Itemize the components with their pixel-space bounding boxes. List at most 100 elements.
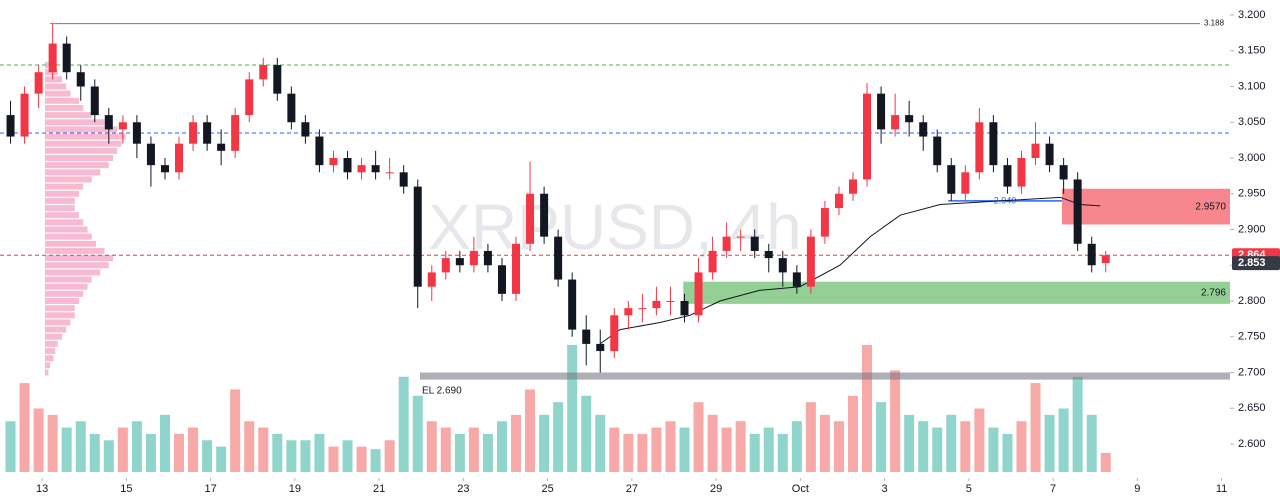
volume-bar bbox=[370, 449, 381, 472]
volume-bar bbox=[595, 414, 606, 472]
volume-bar bbox=[202, 440, 213, 472]
candle-body bbox=[20, 93, 29, 137]
candle-body bbox=[1101, 255, 1110, 264]
volume-bar bbox=[61, 427, 72, 472]
volume-profile-bar bbox=[45, 283, 88, 290]
volume-profile-bar bbox=[45, 90, 71, 97]
volume-profile-bar bbox=[45, 212, 79, 219]
candle-body bbox=[582, 329, 591, 344]
volume-profile-bar bbox=[45, 326, 67, 333]
volume-bar bbox=[511, 414, 522, 472]
candle-body bbox=[1017, 158, 1026, 187]
volume-bar bbox=[904, 414, 915, 472]
volume-bar bbox=[216, 446, 227, 472]
volume-bar bbox=[735, 421, 746, 472]
volume-profile-bar bbox=[45, 97, 79, 104]
volume-profile-bar bbox=[45, 340, 58, 347]
candle-body bbox=[554, 236, 563, 280]
volume-bar bbox=[988, 427, 999, 472]
candle-body bbox=[175, 143, 184, 173]
volume-bar bbox=[833, 421, 844, 472]
volume-profile-bar bbox=[45, 147, 118, 154]
candle-body bbox=[399, 172, 408, 187]
volume-bar bbox=[300, 440, 311, 472]
candle-body bbox=[526, 193, 535, 244]
candle-body bbox=[1087, 243, 1096, 266]
volume-profile-bar bbox=[45, 176, 92, 183]
candle-body bbox=[343, 158, 352, 173]
candle-body bbox=[610, 315, 619, 352]
volume-profile-bar bbox=[45, 369, 49, 376]
volume-bar bbox=[539, 414, 550, 472]
y-tick-label: 3.100 bbox=[1238, 80, 1266, 92]
volume-profile-bar bbox=[45, 183, 84, 190]
candle-body bbox=[469, 250, 478, 266]
candle-body bbox=[680, 301, 689, 316]
candle-body bbox=[385, 172, 394, 174]
volume-bar bbox=[1058, 408, 1069, 472]
volume-bar bbox=[244, 421, 255, 472]
volume-profile-bar bbox=[45, 355, 54, 362]
volume-bar bbox=[117, 427, 128, 472]
y-tick-label: 2.800 bbox=[1238, 295, 1266, 307]
volume-bar bbox=[960, 421, 971, 472]
candle-body bbox=[806, 236, 815, 287]
candle-body bbox=[301, 122, 310, 137]
volume-profile-bar bbox=[45, 333, 62, 340]
x-tick-label: 27 bbox=[626, 483, 638, 495]
candle-body bbox=[315, 136, 324, 166]
volume-bar bbox=[286, 440, 297, 472]
candle-body bbox=[455, 258, 464, 266]
volume-bar bbox=[468, 427, 479, 472]
candle-body bbox=[118, 122, 127, 130]
candle-body bbox=[329, 158, 338, 166]
volume-bar bbox=[258, 427, 269, 472]
candle-body bbox=[1059, 165, 1068, 180]
volume-bar bbox=[188, 427, 199, 472]
candle-body bbox=[975, 122, 984, 173]
volume-bar bbox=[384, 440, 395, 472]
candle-body bbox=[540, 193, 549, 237]
candle-body bbox=[568, 279, 577, 330]
candle-body bbox=[652, 301, 661, 309]
volume-profile-bar bbox=[45, 155, 113, 161]
zone bbox=[419, 372, 1230, 380]
candle-body bbox=[863, 93, 872, 180]
candle-body bbox=[259, 65, 268, 80]
candle-body bbox=[146, 143, 155, 166]
candle-body bbox=[919, 122, 928, 137]
level-label: 3.188 bbox=[1204, 19, 1225, 28]
volume-bar bbox=[918, 421, 929, 472]
volume-bar bbox=[230, 389, 241, 472]
candle-body bbox=[441, 258, 450, 273]
candle-body bbox=[512, 243, 521, 294]
candle-body bbox=[483, 250, 492, 266]
x-tick-label: 13 bbox=[36, 483, 48, 495]
y-tick-label: 3.200 bbox=[1238, 9, 1266, 21]
x-tick-label: 17 bbox=[204, 483, 216, 495]
candle-body bbox=[76, 72, 85, 87]
candle-body bbox=[834, 193, 843, 209]
y-tick-label: 2.700 bbox=[1238, 366, 1266, 378]
volume-profile-bar bbox=[45, 190, 79, 197]
candle-body bbox=[427, 272, 436, 287]
price-tag-label: 2.853 bbox=[1238, 257, 1266, 269]
candle-body bbox=[792, 272, 801, 287]
x-tick-label: 21 bbox=[373, 483, 385, 495]
volume-bar bbox=[426, 421, 437, 472]
volume-bar bbox=[946, 414, 957, 472]
x-tick-label: 15 bbox=[120, 483, 132, 495]
volume-profile-bar bbox=[45, 262, 109, 269]
candle-body bbox=[947, 165, 956, 194]
x-tick-label: 3 bbox=[882, 483, 888, 495]
volume-profile-bar bbox=[45, 305, 75, 312]
volume-bar bbox=[932, 427, 943, 472]
y-tick-label: 2.950 bbox=[1238, 188, 1266, 200]
volume-profile-bar bbox=[45, 290, 84, 297]
volume-bar bbox=[1086, 414, 1097, 472]
volume-profile-bar bbox=[45, 240, 96, 247]
volume-profile-bar bbox=[45, 226, 88, 233]
candle-body bbox=[6, 115, 15, 137]
volume-bar bbox=[721, 427, 732, 472]
volume-bar bbox=[398, 376, 409, 472]
